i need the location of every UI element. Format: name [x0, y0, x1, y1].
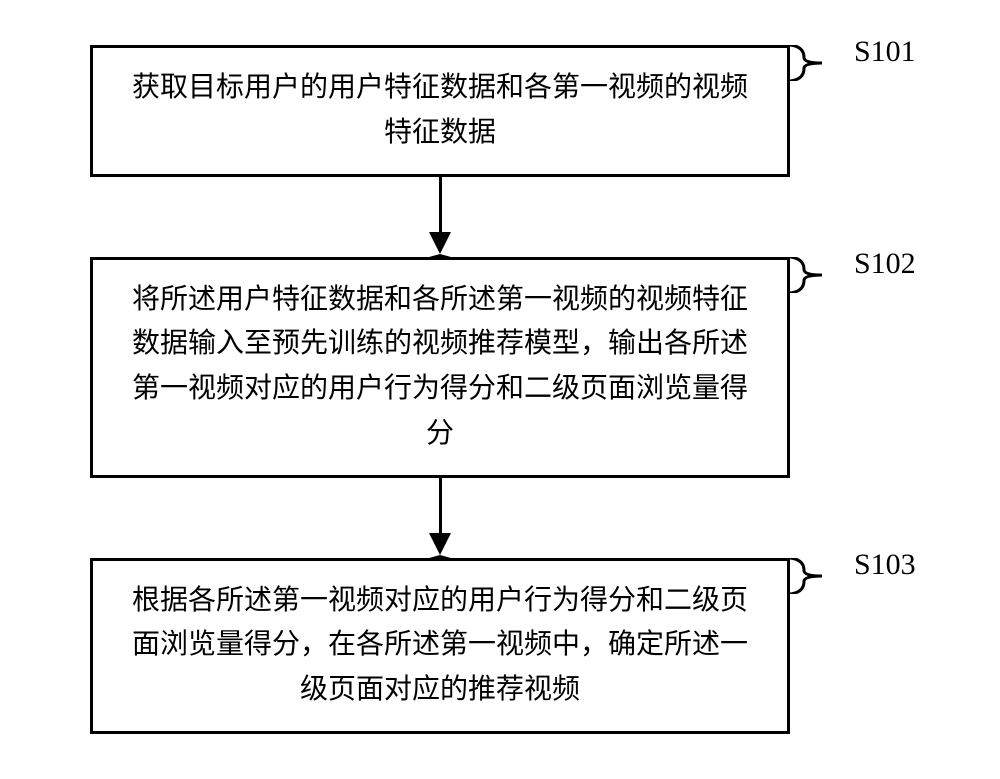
arrow-container: [90, 478, 910, 558]
bracket-icon: [790, 558, 824, 594]
arrow-head-icon: [429, 232, 451, 257]
arrow-row: [90, 478, 790, 558]
step-row-S102: 将所述用户特征数据和各所述第一视频的视频特征数据输入至预先训练的视频推荐模型，输…: [90, 257, 910, 478]
bracket-S101: S101: [790, 45, 916, 81]
bracket-icon: [790, 45, 824, 81]
arrow-line-icon: [439, 478, 442, 533]
bracket-S102: S102: [790, 257, 916, 293]
step-box-S103: 根据各所述第一视频对应的用户行为得分和二级页面浏览量得分，在各所述第一视频中，确…: [90, 558, 790, 734]
step-box-S102: 将所述用户特征数据和各所述第一视频的视频特征数据输入至预先训练的视频推荐模型，输…: [90, 257, 790, 478]
arrow-S101-to-S102: [429, 177, 451, 257]
step-box-S101: 获取目标用户的用户特征数据和各第一视频的视频特征数据: [90, 45, 790, 177]
arrow-head-icon: [429, 533, 451, 558]
bracket-icon: [790, 257, 824, 293]
flowchart-container: 获取目标用户的用户特征数据和各第一视频的视频特征数据S101将所述用户特征数据和…: [50, 15, 950, 764]
step-row-S101: 获取目标用户的用户特征数据和各第一视频的视频特征数据S101: [90, 45, 910, 177]
step-label-S101: S101: [854, 35, 916, 69]
arrow-row: [90, 177, 790, 257]
step-row-S103: 根据各所述第一视频对应的用户行为得分和二级页面浏览量得分，在各所述第一视频中，确…: [90, 558, 910, 734]
step-label-S102: S102: [854, 247, 916, 281]
arrow-container: [90, 177, 910, 257]
arrow-line-icon: [439, 177, 442, 232]
arrow-S102-to-S103: [429, 478, 451, 558]
step-label-S103: S103: [854, 548, 916, 582]
bracket-S103: S103: [790, 558, 916, 594]
